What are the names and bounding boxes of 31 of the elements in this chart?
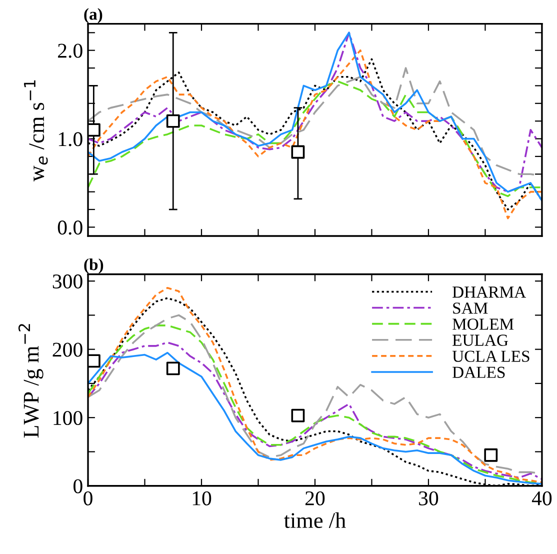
legend-label: UCLA LES bbox=[452, 350, 530, 362]
point bbox=[166, 114, 180, 128]
x-tick-label: 10 bbox=[192, 491, 212, 506]
chart-title: (b) bbox=[84, 258, 104, 274]
y-tick-label: 1.0 bbox=[58, 132, 82, 146]
point bbox=[291, 145, 305, 159]
y-tick-label: 2.0 bbox=[58, 44, 82, 58]
legend-label: DALES bbox=[452, 366, 505, 378]
x-tick-label: 20 bbox=[305, 491, 325, 506]
point bbox=[88, 354, 100, 368]
y-tick-label: 200 bbox=[52, 342, 82, 357]
point bbox=[88, 123, 100, 137]
x-tick-label: 40 bbox=[532, 491, 552, 506]
x-axis-title: time /h bbox=[284, 512, 346, 528]
legend-label: MOLEM bbox=[452, 318, 514, 330]
y-tick-label: 300 bbox=[52, 274, 82, 288]
line-series bbox=[88, 80, 542, 198]
y-tick-label: 0.0 bbox=[58, 220, 82, 235]
legend-label: EULAG bbox=[452, 334, 508, 346]
point bbox=[484, 448, 498, 462]
x-tick-label: 0 bbox=[84, 491, 92, 506]
y-axis-title: LWP /g m$^{−2}$ bbox=[18, 324, 44, 438]
point bbox=[166, 362, 180, 376]
y-tick-label: 100 bbox=[54, 410, 82, 426]
legend-label: SAM bbox=[453, 302, 488, 314]
y-tick-label: 0 bbox=[74, 479, 82, 494]
point bbox=[291, 408, 305, 422]
y-axis-title: w$_{e}$ /cm s$^{−1}$ bbox=[24, 80, 48, 182]
legend-label: DHARMA bbox=[452, 286, 526, 298]
x-tick-label: 30 bbox=[419, 491, 438, 506]
chart-title: (a) bbox=[84, 8, 102, 24]
